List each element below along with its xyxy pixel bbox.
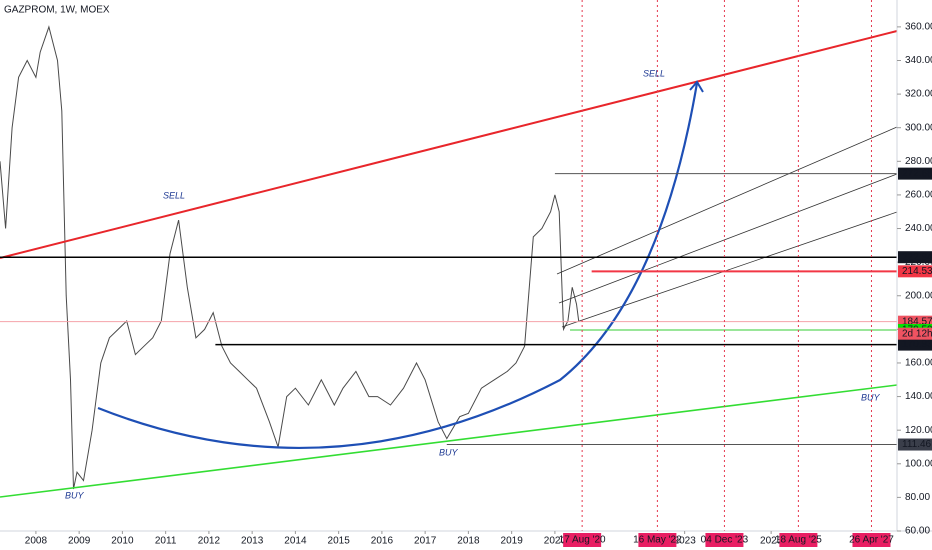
x-tick-label: 2012 bbox=[198, 536, 221, 547]
date-label-box bbox=[779, 533, 818, 547]
price-label: 214.53 bbox=[902, 266, 932, 277]
y-tick-label: 340.00 bbox=[905, 55, 932, 66]
countdown-box bbox=[898, 327, 932, 340]
date-label: 26 Apr '27 bbox=[849, 535, 894, 546]
x-tick-label: 2010 bbox=[111, 536, 134, 547]
y-tick-label: 120.00 bbox=[905, 425, 932, 436]
x-tick-label: 2025 bbox=[760, 536, 783, 547]
y-tick-label: 320.00 bbox=[905, 89, 932, 100]
price-label: 272.68 bbox=[902, 168, 932, 179]
support-line bbox=[0, 384, 898, 498]
plot-area bbox=[0, 25, 580, 490]
y-tick-label: 140.00 bbox=[905, 391, 932, 402]
countdown: 2d 12h bbox=[902, 328, 932, 339]
x-tick-label: 2020 bbox=[544, 536, 567, 547]
annotation: BUY bbox=[65, 490, 85, 500]
x-tick-label: 2016 bbox=[371, 536, 394, 547]
arrow-head bbox=[689, 80, 704, 93]
date-label: 18 Aug '25 bbox=[775, 535, 822, 546]
date-label: 16 May '22 bbox=[633, 535, 682, 546]
overlay bbox=[0, 0, 897, 531]
date-label-box bbox=[638, 533, 677, 547]
x-tick-label: 2013 bbox=[241, 536, 264, 547]
y-tick-label: 260.00 bbox=[905, 190, 932, 201]
price-label: 222.94 bbox=[902, 252, 932, 263]
resistance-line bbox=[0, 30, 898, 259]
date-label-box bbox=[563, 533, 602, 547]
axes: 60.0080.00100.00120.00140.00160.00180.00… bbox=[25, 22, 932, 547]
chart-title: GAZPROM, 1W, MOEX bbox=[4, 5, 110, 16]
price-line bbox=[0, 25, 580, 490]
arc bbox=[97, 82, 699, 450]
channel-line bbox=[561, 211, 898, 328]
price-label: 170.93 bbox=[902, 339, 932, 350]
y-tick-label: 300.00 bbox=[905, 122, 932, 133]
x-tick-label: 2019 bbox=[501, 536, 524, 547]
y-tick-label: 160.00 bbox=[905, 358, 932, 369]
x-tick-label: 2011 bbox=[155, 536, 177, 547]
price-label: 111.46 bbox=[902, 439, 932, 450]
channel-line bbox=[556, 126, 898, 275]
price-label-box bbox=[898, 167, 932, 180]
price-label-box bbox=[898, 438, 932, 451]
x-tick-label: 2009 bbox=[68, 536, 91, 547]
x-tick-label: 2018 bbox=[457, 536, 480, 547]
date-label-box bbox=[705, 533, 744, 547]
x-tick-label: 2023 bbox=[674, 536, 697, 547]
y-tick-label: 280.00 bbox=[905, 156, 932, 167]
price-label-box bbox=[898, 251, 932, 264]
x-tick-label: 2015 bbox=[328, 536, 351, 547]
annotation: BUY bbox=[439, 447, 459, 457]
price-label-box bbox=[898, 265, 932, 278]
y-tick-label: 200.00 bbox=[905, 290, 932, 301]
annotation: BUY bbox=[861, 392, 881, 402]
y-tick-label: 80.00 bbox=[905, 492, 930, 503]
annotation: SELL bbox=[163, 190, 185, 200]
y-tick-label: 60.00 bbox=[905, 526, 930, 537]
channel-line bbox=[558, 173, 898, 304]
x-tick-label: 2017 bbox=[414, 536, 437, 547]
annotation: SELL bbox=[643, 68, 665, 78]
date-label: 04 Dec '23 bbox=[701, 535, 749, 546]
y-tick-label: 240.00 bbox=[905, 223, 932, 234]
y-tick-label: 360.00 bbox=[905, 22, 932, 33]
x-tick-label: 2008 bbox=[25, 536, 48, 547]
price-label-box bbox=[898, 338, 932, 351]
date-label: 17 Aug '20 bbox=[559, 535, 606, 546]
price-label: 184.57 bbox=[902, 316, 932, 327]
y-tick-label: 100.00 bbox=[905, 458, 932, 469]
date-label-box bbox=[852, 533, 891, 547]
x-tick-label: 2014 bbox=[284, 536, 307, 547]
